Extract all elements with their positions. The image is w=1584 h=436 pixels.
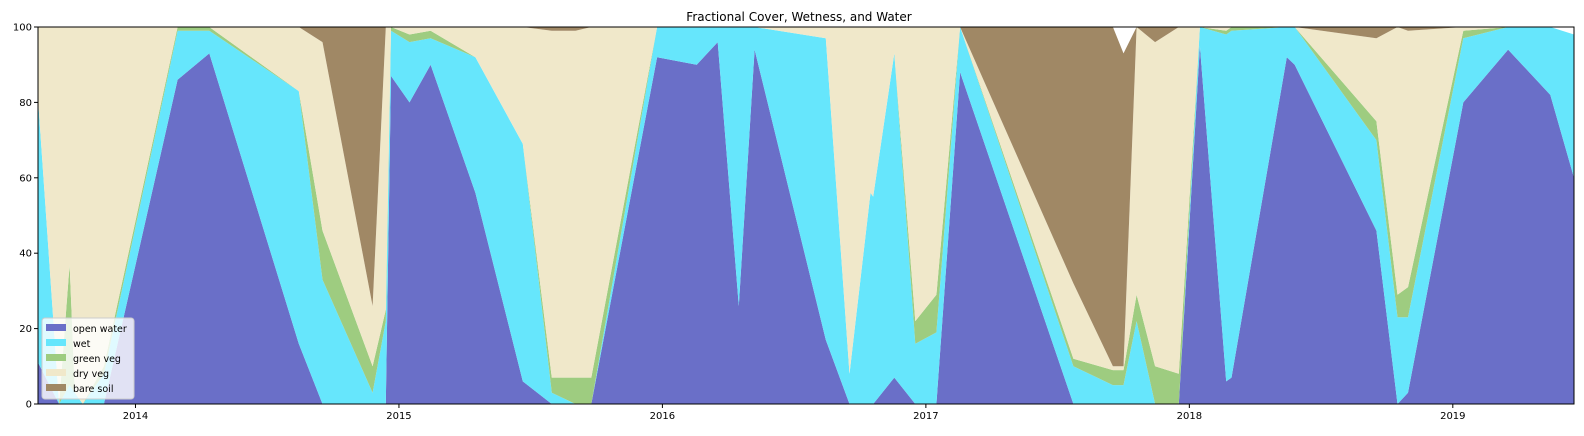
legend-box xyxy=(41,317,135,400)
legend-swatch xyxy=(46,354,66,361)
legend-swatch xyxy=(46,324,66,331)
legend-label: bare soil xyxy=(73,384,113,395)
x-tick-label: 2015 xyxy=(386,411,411,422)
legend-swatch xyxy=(46,369,66,376)
legend-swatch xyxy=(46,384,66,391)
y-tick-label: 60 xyxy=(19,173,32,184)
y-tick-label: 0 xyxy=(26,400,32,411)
legend: open water wet green veg dry veg bare soil xyxy=(41,317,135,400)
y-tick-label: 40 xyxy=(19,249,32,260)
x-axis: 2014 2015 2016 2017 2018 2019 xyxy=(123,404,1466,422)
y-tick-label: 100 xyxy=(13,23,32,34)
legend-label: open water xyxy=(73,324,127,335)
chart-title: Fractional Cover, Wetness, and Water xyxy=(686,10,911,24)
x-tick-label: 2017 xyxy=(913,411,938,422)
y-axis: 0 20 40 60 80 100 xyxy=(13,23,38,411)
legend-swatch xyxy=(46,339,66,346)
area-wet xyxy=(38,27,1574,404)
x-tick-label: 2014 xyxy=(123,411,148,422)
area-open-water xyxy=(38,42,1574,404)
legend-label: dry veg xyxy=(73,369,109,380)
x-tick-label: 2018 xyxy=(1177,411,1202,422)
legend-label: wet xyxy=(73,339,91,350)
plot-frame xyxy=(37,26,1575,405)
y-tick-label: 80 xyxy=(19,98,32,109)
legend-label: green veg xyxy=(73,354,121,365)
y-tick-label: 20 xyxy=(19,324,32,335)
series-areas xyxy=(38,27,1574,404)
x-tick-label: 2016 xyxy=(650,411,675,422)
area-dry-veg xyxy=(38,27,1574,404)
x-tick-label: 2019 xyxy=(1440,411,1465,422)
